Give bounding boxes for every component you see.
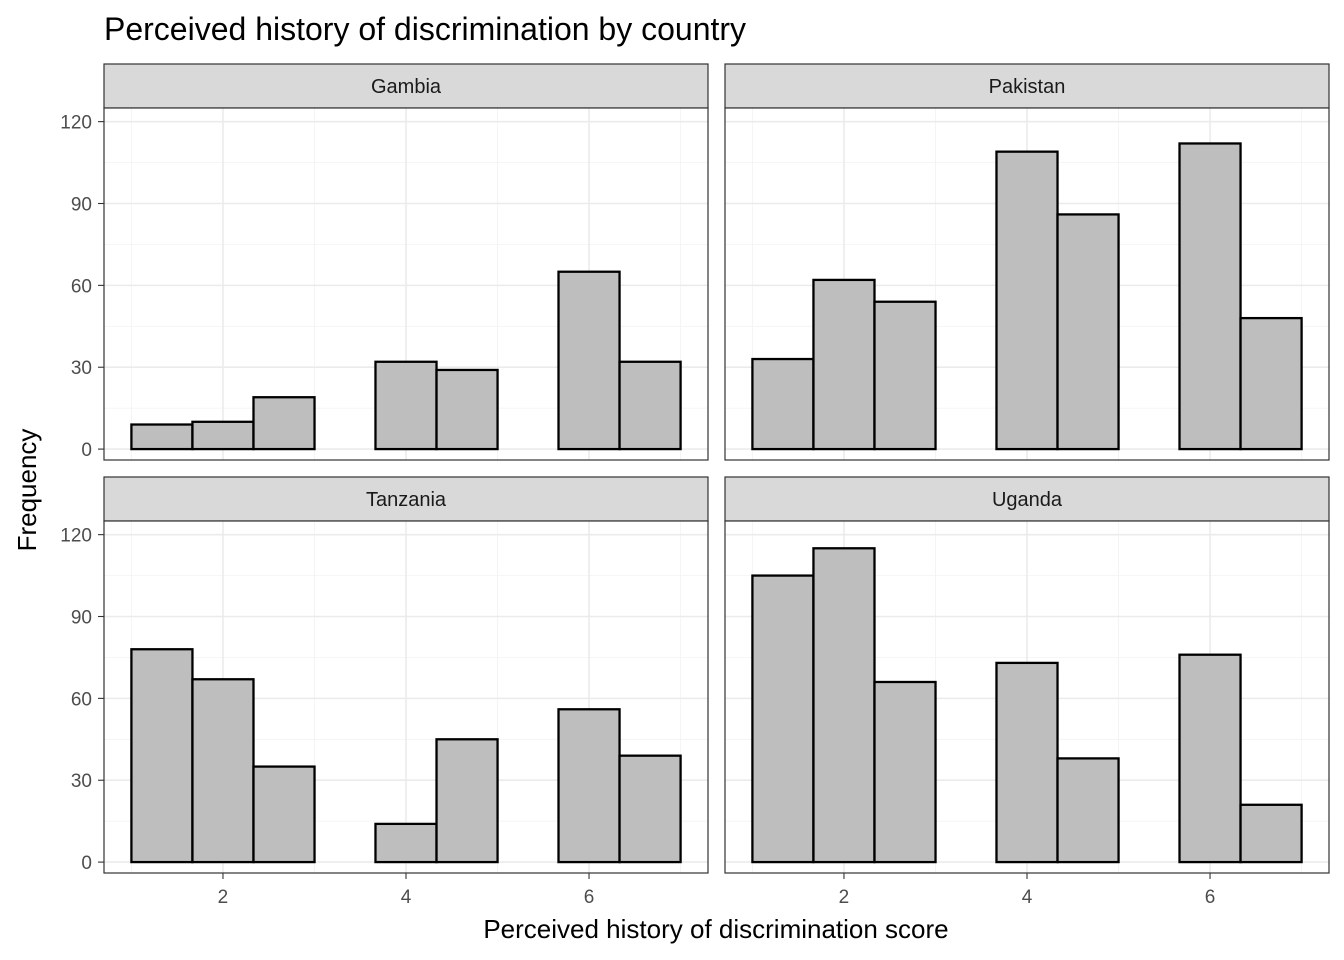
y-tick-label: 30	[71, 358, 92, 379]
histogram-bar	[191, 678, 255, 864]
x-axis-title: Perceived history of discrimination scor…	[483, 914, 948, 944]
facet-pakistan: Pakistan	[724, 63, 1330, 461]
histogram-bar	[130, 423, 194, 451]
histogram-bar	[1178, 653, 1242, 864]
y-tick-label: 90	[71, 195, 92, 216]
x-tick-label: 6	[584, 887, 595, 908]
y-tick-label: 60	[71, 276, 92, 297]
strip-background	[103, 476, 709, 522]
y-tick-label: 0	[81, 853, 92, 874]
facet-panels: Gambia 0 30 60 90 120 Pakistan Tanzania 0 30 60 90 1…	[60, 63, 1330, 908]
strip-label: Tanzania	[366, 489, 447, 511]
histogram-bar	[557, 708, 621, 864]
histogram-bar	[374, 360, 438, 451]
facet-tanzania: Tanzania 0 30 60 90 120 2 4 6	[60, 476, 709, 908]
strip-background	[724, 63, 1330, 109]
histogram-bar	[1239, 803, 1303, 864]
x-tick-label: 4	[1022, 887, 1033, 908]
histogram-bar	[1056, 213, 1120, 451]
y-tick-label: 60	[71, 689, 92, 710]
y-tick-label: 120	[60, 526, 92, 547]
facet-gambia: Gambia 0 30 60 90 120	[60, 63, 709, 461]
histogram-bar	[812, 547, 876, 864]
histogram-bar	[252, 765, 316, 864]
histogram-bar	[751, 574, 815, 864]
histogram-bar	[873, 300, 937, 451]
histogram-bar	[995, 661, 1059, 864]
histogram-bar	[618, 754, 682, 864]
strip-background	[103, 63, 709, 109]
y-tick-label: 90	[71, 608, 92, 629]
histogram-bar	[130, 648, 194, 864]
y-tick-label: 30	[71, 771, 92, 792]
histogram-bar	[995, 150, 1059, 451]
strip-background	[724, 476, 1330, 522]
panel-border	[724, 107, 1330, 461]
histogram-bar	[435, 368, 499, 451]
histogram-bar	[1056, 757, 1120, 864]
histogram-bar	[618, 360, 682, 451]
histogram-bar	[873, 680, 937, 864]
x-tick-label: 2	[218, 887, 229, 908]
y-axis-title: Frequency	[12, 429, 42, 552]
x-tick-label: 2	[839, 887, 850, 908]
y-tick-label: 120	[60, 113, 92, 134]
y-tick-label: 0	[81, 440, 92, 461]
histogram-bar	[751, 357, 815, 451]
x-tick-label: 6	[1205, 887, 1216, 908]
histogram-bar	[435, 738, 499, 864]
facet-uganda: Uganda 2 4 6	[724, 476, 1330, 908]
histogram-bar	[374, 822, 438, 864]
histogram-bar	[252, 396, 316, 451]
histogram-bar	[1178, 142, 1242, 451]
strip-label: Uganda	[992, 489, 1063, 511]
strip-label: Pakistan	[989, 76, 1066, 98]
histogram-bar	[557, 270, 621, 451]
panel-border	[103, 107, 709, 461]
chart-title: Perceived history of discrimination by c…	[104, 11, 746, 47]
histogram-bar	[812, 278, 876, 451]
histogram-bar	[1239, 316, 1303, 451]
strip-label: Gambia	[371, 76, 442, 98]
x-tick-label: 4	[401, 887, 412, 908]
histogram-bar	[191, 420, 255, 451]
